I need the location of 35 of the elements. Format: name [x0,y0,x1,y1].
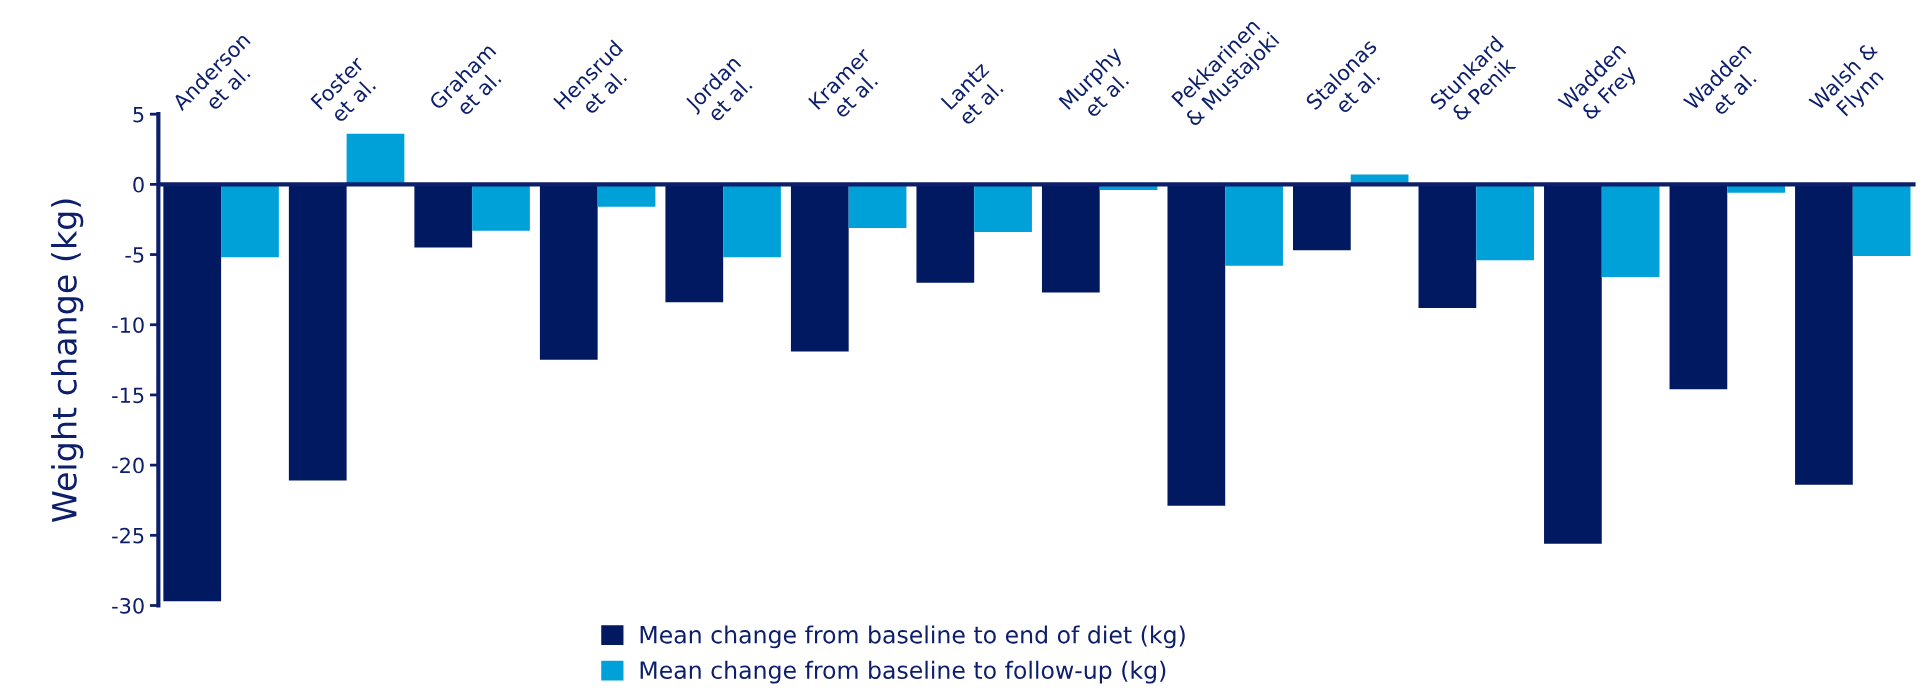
bar [346,133,405,185]
bar [1293,184,1351,251]
bar [974,184,1032,233]
bar [665,184,724,303]
bar [414,184,473,248]
bar [916,184,975,283]
legend-label: Mean change from baseline to end of diet (kg) [640,625,1185,649]
bar [1544,184,1602,544]
bar [1669,184,1728,390]
y-tick-label: -15 [112,387,144,404]
bar [1167,184,1226,506]
bar [1476,184,1534,261]
y-tick-label: -5 [125,247,144,263]
y-tick-label: 5 [133,106,144,123]
bar [848,184,907,228]
bar [1601,184,1660,278]
y-tick-label: 0 [133,176,144,193]
bar [723,184,781,258]
bar [472,184,530,231]
legend-label: Mean change from baseline to follow-up (kg) [640,660,1166,684]
bar [597,184,656,207]
y-tick-label: -30 [112,597,144,614]
bar [1041,184,1100,293]
bar [1795,184,1853,485]
bar [288,184,347,481]
y-tick-label: -20 [112,457,144,474]
y-axis-title: Weight change (kg) [51,199,84,522]
bar [1852,184,1911,256]
y-tick-label: -25 [112,527,144,544]
bar [221,184,279,258]
bar [539,184,598,360]
bar [1418,184,1477,308]
bar [790,184,849,352]
y-tick-label: -10 [112,317,144,333]
bar [1225,184,1283,266]
